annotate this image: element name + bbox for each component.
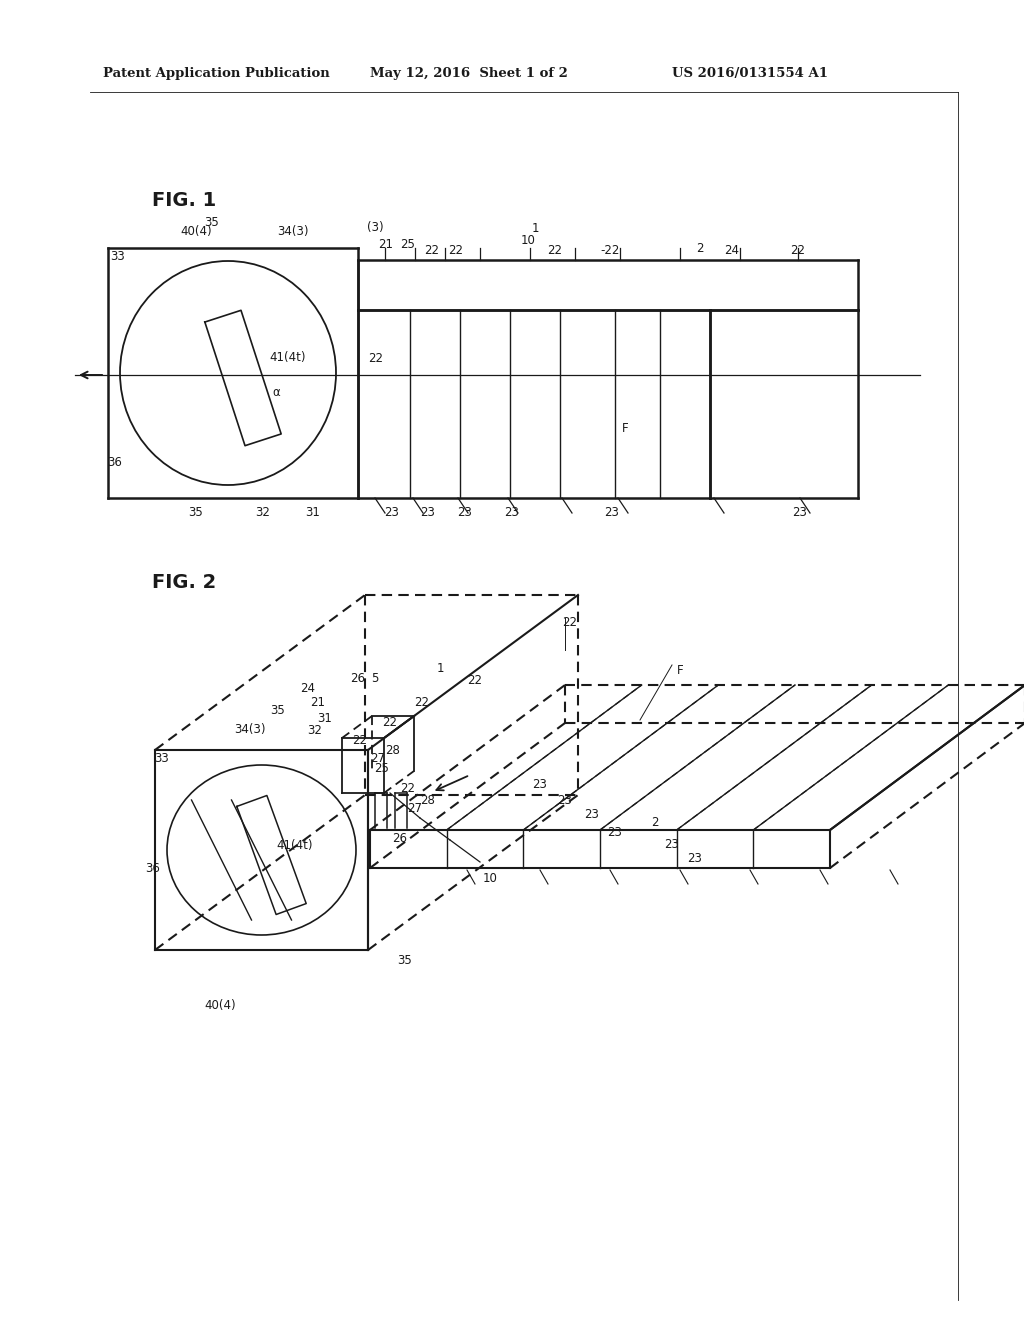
Text: 23: 23: [793, 506, 808, 519]
Text: 22: 22: [400, 781, 416, 795]
Text: 23: 23: [665, 838, 680, 851]
Text: 35: 35: [205, 215, 219, 228]
Text: 22: 22: [369, 351, 384, 364]
Text: 41(4t): 41(4t): [276, 838, 313, 851]
Text: 23: 23: [557, 793, 572, 807]
Text: 41(4t): 41(4t): [269, 351, 306, 364]
Text: -22: -22: [600, 243, 620, 256]
Text: 32: 32: [307, 723, 323, 737]
Text: 23: 23: [505, 506, 519, 519]
Text: 23: 23: [687, 851, 702, 865]
Text: 33: 33: [111, 249, 125, 263]
Text: 10: 10: [482, 871, 498, 884]
Text: 25: 25: [400, 238, 416, 251]
Text: 22: 22: [449, 243, 464, 256]
Text: 22: 22: [383, 715, 397, 729]
Text: 5: 5: [372, 672, 379, 685]
Text: F: F: [677, 664, 683, 676]
Text: F: F: [622, 421, 629, 434]
Text: 34(3): 34(3): [278, 226, 309, 239]
Text: 35: 35: [270, 704, 286, 717]
Text: 26: 26: [392, 832, 408, 845]
Text: 28: 28: [421, 793, 435, 807]
Text: 23: 23: [532, 779, 548, 792]
Text: 1: 1: [436, 661, 443, 675]
Text: 25: 25: [375, 762, 389, 775]
Text: 27: 27: [371, 751, 385, 764]
Text: 23: 23: [458, 506, 472, 519]
Text: 24: 24: [300, 681, 315, 694]
Text: 23: 23: [385, 506, 399, 519]
Text: 21: 21: [310, 696, 326, 709]
Text: 24: 24: [725, 243, 739, 256]
Text: US 2016/0131554 A1: US 2016/0131554 A1: [672, 66, 828, 79]
Text: May 12, 2016  Sheet 1 of 2: May 12, 2016 Sheet 1 of 2: [370, 66, 568, 79]
Text: 35: 35: [188, 506, 204, 519]
Text: 28: 28: [386, 743, 400, 756]
Text: 36: 36: [145, 862, 161, 874]
Text: 21: 21: [379, 238, 393, 251]
Text: FIG. 1: FIG. 1: [152, 190, 216, 210]
Text: 27: 27: [408, 801, 423, 814]
Text: 23: 23: [607, 825, 623, 838]
Text: 40(4): 40(4): [180, 226, 212, 239]
Text: α: α: [272, 385, 280, 399]
Text: 31: 31: [317, 711, 333, 725]
Text: 22: 22: [791, 243, 806, 256]
Text: 23: 23: [585, 808, 599, 821]
Text: 35: 35: [397, 953, 413, 966]
Text: 2: 2: [696, 242, 703, 255]
Text: 31: 31: [305, 506, 321, 519]
Text: (3): (3): [367, 222, 383, 235]
Text: 36: 36: [108, 455, 123, 469]
Text: 34(3): 34(3): [234, 723, 266, 737]
Text: 22: 22: [562, 615, 578, 628]
Text: 2: 2: [651, 816, 658, 829]
Text: 22: 22: [548, 243, 562, 256]
Text: 22: 22: [468, 673, 482, 686]
Text: 22: 22: [415, 697, 429, 710]
Text: 23: 23: [604, 506, 620, 519]
Text: 22: 22: [352, 734, 368, 747]
Text: 40(4): 40(4): [204, 998, 236, 1011]
Text: 32: 32: [256, 506, 270, 519]
Text: 33: 33: [155, 751, 169, 764]
Text: 10: 10: [520, 234, 536, 247]
Text: 26: 26: [350, 672, 366, 685]
Text: 23: 23: [421, 506, 435, 519]
Text: FIG. 2: FIG. 2: [152, 573, 216, 591]
Text: 1: 1: [531, 222, 539, 235]
Text: 22: 22: [425, 243, 439, 256]
Text: Patent Application Publication: Patent Application Publication: [103, 66, 330, 79]
